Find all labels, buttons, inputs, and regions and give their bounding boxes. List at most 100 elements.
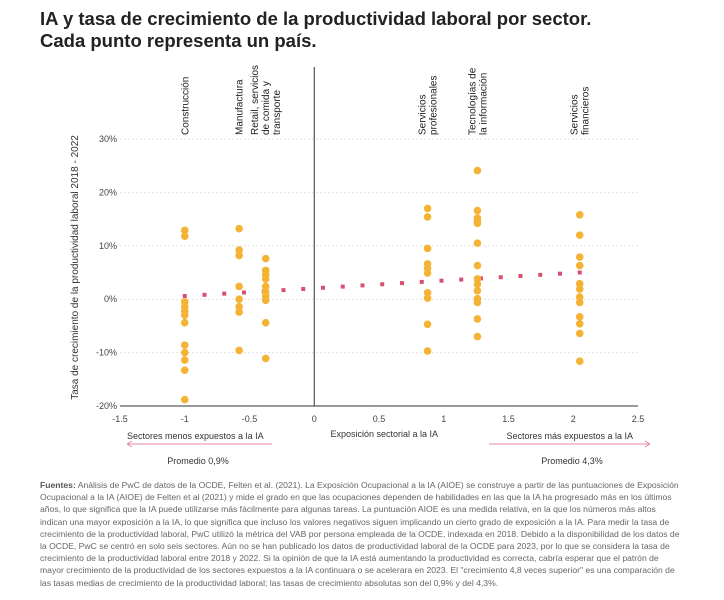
right-annotation: Sectores más expuestos a la IA [506, 431, 633, 441]
title-line-2: Cada punto representa un país. [40, 30, 317, 51]
x-tick-label: -0.5 [242, 414, 258, 424]
data-point [473, 332, 482, 341]
trend-marker [439, 278, 444, 283]
data-point [575, 293, 584, 301]
notes-label: Fuentes: [40, 480, 76, 490]
data-point [473, 261, 482, 270]
sector-label: financieros [581, 87, 592, 135]
data-point [575, 313, 584, 321]
right-arrow [489, 440, 651, 448]
data-point [261, 254, 270, 263]
trend-marker [301, 286, 306, 291]
data-point [180, 311, 189, 320]
data-point [423, 269, 432, 277]
data-point [473, 206, 482, 215]
trend-marker [340, 284, 345, 289]
data-point [180, 232, 189, 240]
data-point [473, 166, 482, 175]
scatter-chart: -20% -10% 0% 10% 20% 30% -1.5 -1 -0.5 0 0.5 1 1.5 2 2.… [70, 65, 651, 466]
data-point [473, 286, 482, 295]
trend-marker [182, 293, 187, 298]
data-point [180, 348, 189, 357]
x-tick-label: 2.5 [632, 414, 645, 424]
sector-label: Tecnologías de [467, 67, 478, 135]
data-point [235, 302, 243, 311]
trend-marker [241, 290, 246, 295]
data-point [180, 226, 189, 235]
x-tick-label: 0 [312, 414, 317, 424]
data-point [261, 296, 270, 305]
data-point [575, 319, 584, 328]
data-point [575, 279, 584, 288]
data-point [423, 294, 432, 302]
x-tick-label: -1 [181, 414, 189, 424]
data-point [473, 239, 482, 247]
data-point [575, 211, 584, 219]
trend-marker [202, 292, 207, 297]
sector-label: Construcción [180, 77, 191, 135]
trend-marker [557, 271, 562, 276]
sector-label: Manufactura [235, 79, 246, 135]
x-tick-label: 0.5 [373, 414, 386, 424]
data-point [423, 320, 432, 329]
data-point [423, 204, 432, 213]
y-tick-label: 0% [104, 294, 117, 304]
trend-marker [538, 272, 543, 277]
trend-marker [320, 285, 325, 290]
data-point [261, 318, 270, 327]
data-point [575, 231, 584, 239]
data-point [235, 224, 243, 233]
trend-marker [222, 291, 227, 296]
left-average: Promedio 0,9% [167, 456, 229, 466]
data-point [575, 253, 584, 261]
data-point [473, 275, 482, 283]
trend-marker [459, 277, 464, 282]
data-point [423, 347, 432, 355]
data-point [423, 213, 432, 221]
data-point [235, 246, 243, 254]
left-arrow [126, 440, 272, 448]
data-point [423, 244, 432, 253]
data-point [235, 346, 243, 355]
y-axis-label: Tasa de crecimiento de la productividad … [70, 135, 81, 400]
data-point [180, 366, 189, 375]
chart-title: IA y tasa de crecimiento de la productiv… [40, 8, 591, 52]
trend-marker [518, 274, 523, 279]
data-point [261, 275, 270, 283]
data-point [473, 219, 482, 228]
data-point [235, 295, 243, 304]
data-point [473, 298, 482, 307]
data-point [235, 282, 243, 291]
x-tick-label: 1.5 [502, 414, 515, 424]
trend-marker [360, 283, 365, 288]
y-tick-label: 30% [99, 134, 117, 144]
x-axis-label: Exposición sectorial a la IA [330, 429, 438, 439]
y-tick-label: 10% [99, 241, 117, 251]
data-point [575, 298, 584, 307]
left-annotation: Sectores menos expuestos a la IA [127, 431, 264, 441]
y-tick-label: -10% [96, 348, 117, 358]
data-point [473, 315, 482, 323]
trend-marker [577, 270, 582, 275]
sector-label: la información [478, 73, 489, 135]
data-point [235, 308, 243, 316]
trend-marker [399, 281, 404, 286]
data-point [180, 395, 189, 404]
sector-label: profesionales [429, 76, 440, 135]
data-point [180, 356, 189, 364]
data-point [423, 288, 432, 297]
sector-label: Retail, servicios [250, 65, 261, 135]
data-point [575, 285, 584, 293]
trend-marker [380, 282, 385, 287]
sector-label: transporte [272, 90, 283, 135]
sector-label: de comida y [261, 81, 272, 135]
data-point [575, 329, 584, 338]
data-point [261, 282, 270, 291]
right-average: Promedio 4,3% [541, 456, 603, 466]
x-tick-label: -1.5 [112, 414, 128, 424]
data-point [261, 354, 270, 363]
data-point [180, 341, 189, 349]
y-tick-label: -20% [96, 401, 117, 411]
x-tick-label: 1 [441, 414, 446, 424]
data-point [473, 280, 482, 289]
